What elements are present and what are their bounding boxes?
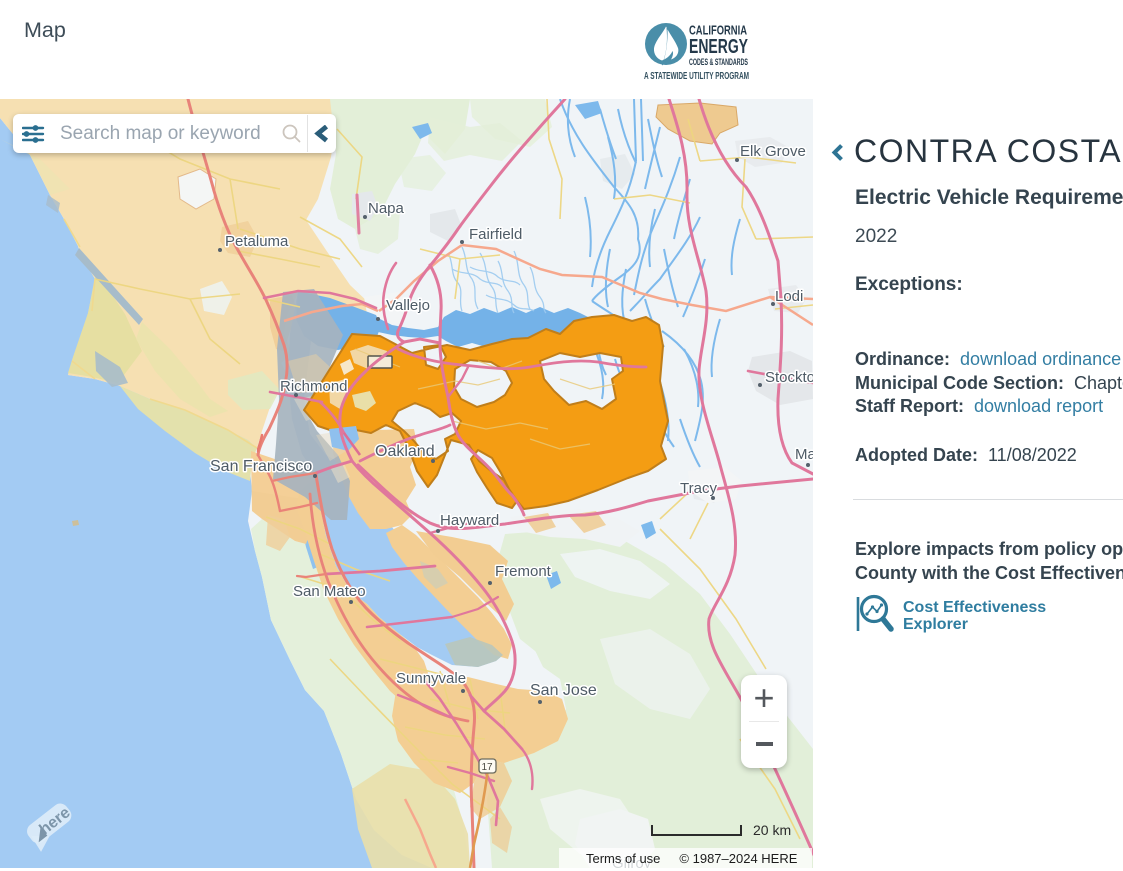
svg-text:San Mateo: San Mateo [293, 583, 366, 600]
svg-text:Richmond: Richmond [280, 378, 348, 395]
svg-text:Sunnyvale: Sunnyvale [396, 670, 466, 687]
svg-text:Petaluma: Petaluma [225, 233, 289, 250]
svg-text:ENERGY: ENERGY [689, 35, 748, 58]
svg-text:San Jose: San Jose [530, 682, 597, 699]
svg-text:CODES & STANDARDS: CODES & STANDARDS [689, 57, 748, 67]
svg-text:Napa: Napa [368, 200, 405, 217]
svg-text:Vallejo: Vallejo [386, 297, 430, 314]
svg-text:Stockton: Stockton [765, 369, 813, 386]
svg-text:Fairfield: Fairfield [469, 226, 522, 243]
svg-text:Hayward: Hayward [440, 512, 499, 529]
svg-text:CALIFORNIA: CALIFORNIA [689, 23, 747, 38]
svg-text:Lodi: Lodi [775, 288, 803, 305]
svg-text:Fremont: Fremont [495, 563, 552, 580]
svg-text:A STATEWIDE UTILITY PROGRAM: A STATEWIDE UTILITY PROGRAM [644, 71, 749, 82]
svg-text:Ma: Ma [795, 446, 813, 463]
svg-text:Tracy: Tracy [680, 480, 717, 497]
svg-text:Oakland: Oakland [375, 443, 435, 460]
svg-text:17: 17 [481, 762, 493, 773]
svg-text:San Francisco: San Francisco [210, 458, 312, 475]
svg-text:Elk Grove: Elk Grove [740, 143, 806, 160]
